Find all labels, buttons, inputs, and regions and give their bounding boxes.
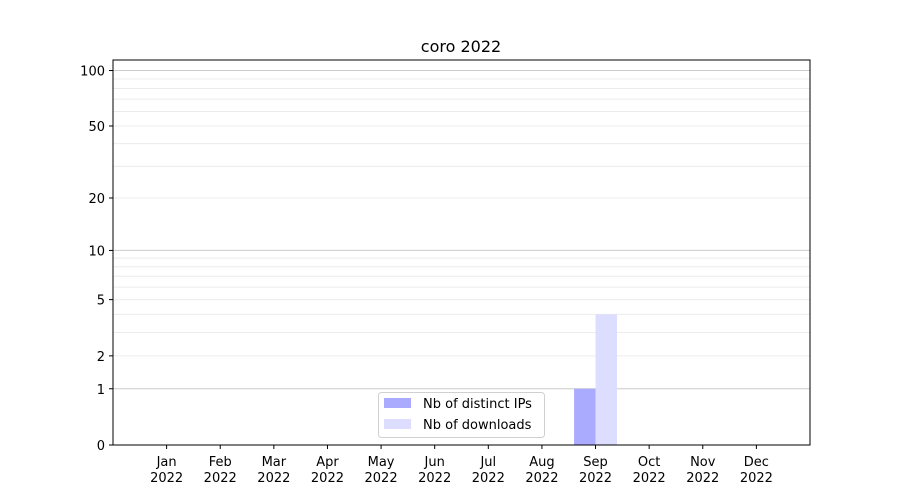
x-tick-label: Nov 2022	[686, 455, 719, 486]
x-tick-label: Oct 2022	[633, 455, 666, 486]
gridlines	[113, 70, 810, 390]
legend-label: Nb of downloads	[423, 418, 532, 433]
x-tick-label: Jan 2022	[150, 455, 183, 486]
x-tick-label: Sep 2022	[579, 455, 612, 486]
legend-swatch	[384, 398, 411, 408]
bar-nb-of-downloads	[595, 314, 617, 445]
x-axis: Jan 2022 Feb 2022 Mar 2022 Apr 2022 May 2022 Jun 20…	[150, 445, 773, 486]
x-tick-label: May 2022	[365, 455, 398, 486]
x-tick-label: Apr 2022	[311, 455, 344, 486]
legend-label: Nb of distinct IPs	[423, 397, 532, 412]
legend-box	[378, 392, 545, 438]
y-tick-label: 20	[88, 192, 105, 207]
legend: Nb of distinct IPs Nb of downloads	[378, 392, 545, 438]
y-tick-label: 10	[88, 244, 105, 259]
chart-title: coro 2022	[421, 37, 501, 56]
x-tick-label: Jun 2022	[418, 455, 451, 486]
plot-frame	[112, 59, 811, 446]
y-tick-label: 5	[97, 294, 105, 309]
y-tick-label: 100	[80, 65, 105, 80]
x-tick-label: Mar 2022	[257, 455, 290, 486]
x-tick-label: Dec 2022	[740, 455, 773, 486]
bars	[574, 314, 617, 445]
y-tick-label: 0	[97, 439, 105, 454]
legend-swatch	[384, 419, 411, 429]
bar-nb-of-distinct-ips	[574, 388, 596, 445]
y-tick-label: 50	[88, 120, 105, 135]
x-tick-label: Feb 2022	[204, 455, 237, 486]
y-axis: 0 1 2 5 10 20 50 100	[80, 65, 113, 454]
y-tick-label: 1	[97, 383, 105, 398]
y-tick-label: 2	[97, 350, 105, 365]
x-tick-label: Jul 2022	[472, 455, 505, 486]
x-tick-label: Aug 2022	[525, 455, 558, 486]
